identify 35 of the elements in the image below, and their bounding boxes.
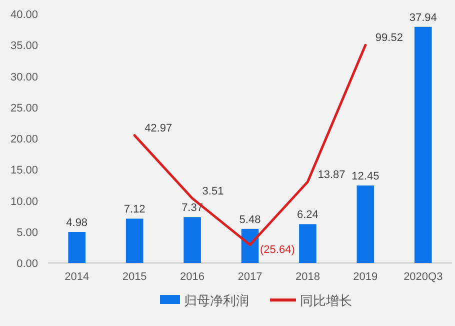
- data-label: (25.64): [260, 244, 295, 256]
- x-tick-label: 2020Q3: [404, 271, 443, 283]
- y-tick-label: 5.00: [16, 226, 38, 239]
- y-tick-label: 15.00: [10, 164, 38, 177]
- x-tick-label: 2019: [353, 271, 378, 283]
- data-label: 6.24: [297, 209, 318, 222]
- data-label: 12.45: [352, 170, 380, 182]
- y-tick-label: 25.00: [10, 102, 38, 114]
- y-tick-label: 35.00: [10, 40, 38, 52]
- data-label: 99.52: [375, 32, 403, 44]
- x-tick-label: 2014: [64, 271, 90, 283]
- y-tick-label: 40.00: [10, 9, 38, 21]
- legend-label: 归母净利润: [184, 293, 249, 308]
- data-label: 42.97: [144, 122, 172, 134]
- bar: [299, 224, 316, 263]
- legend-label: 同比增长: [300, 293, 352, 308]
- data-label: 37.94: [409, 12, 437, 24]
- x-tick-label: 2016: [180, 271, 205, 283]
- y-tick-label: 0.00: [16, 258, 38, 270]
- bar: [184, 217, 201, 263]
- y-tick-label: 30.00: [10, 71, 38, 84]
- x-tick-label: 2018: [295, 271, 320, 283]
- bar: [126, 218, 144, 263]
- bar: [356, 186, 374, 263]
- data-label: 7.12: [124, 204, 146, 216]
- y-tick-label: 20.00: [10, 134, 38, 146]
- data-label: 5.48: [239, 214, 261, 226]
- data-label: 13.87: [318, 168, 346, 181]
- x-tick-label: 2017: [238, 271, 262, 283]
- bar: [68, 232, 86, 263]
- data-label: 3.51: [202, 185, 224, 198]
- bar: [414, 26, 432, 263]
- x-tick-label: 2015: [122, 271, 147, 283]
- data-label: 4.98: [66, 217, 88, 229]
- y-tick-label: 10.00: [10, 196, 38, 208]
